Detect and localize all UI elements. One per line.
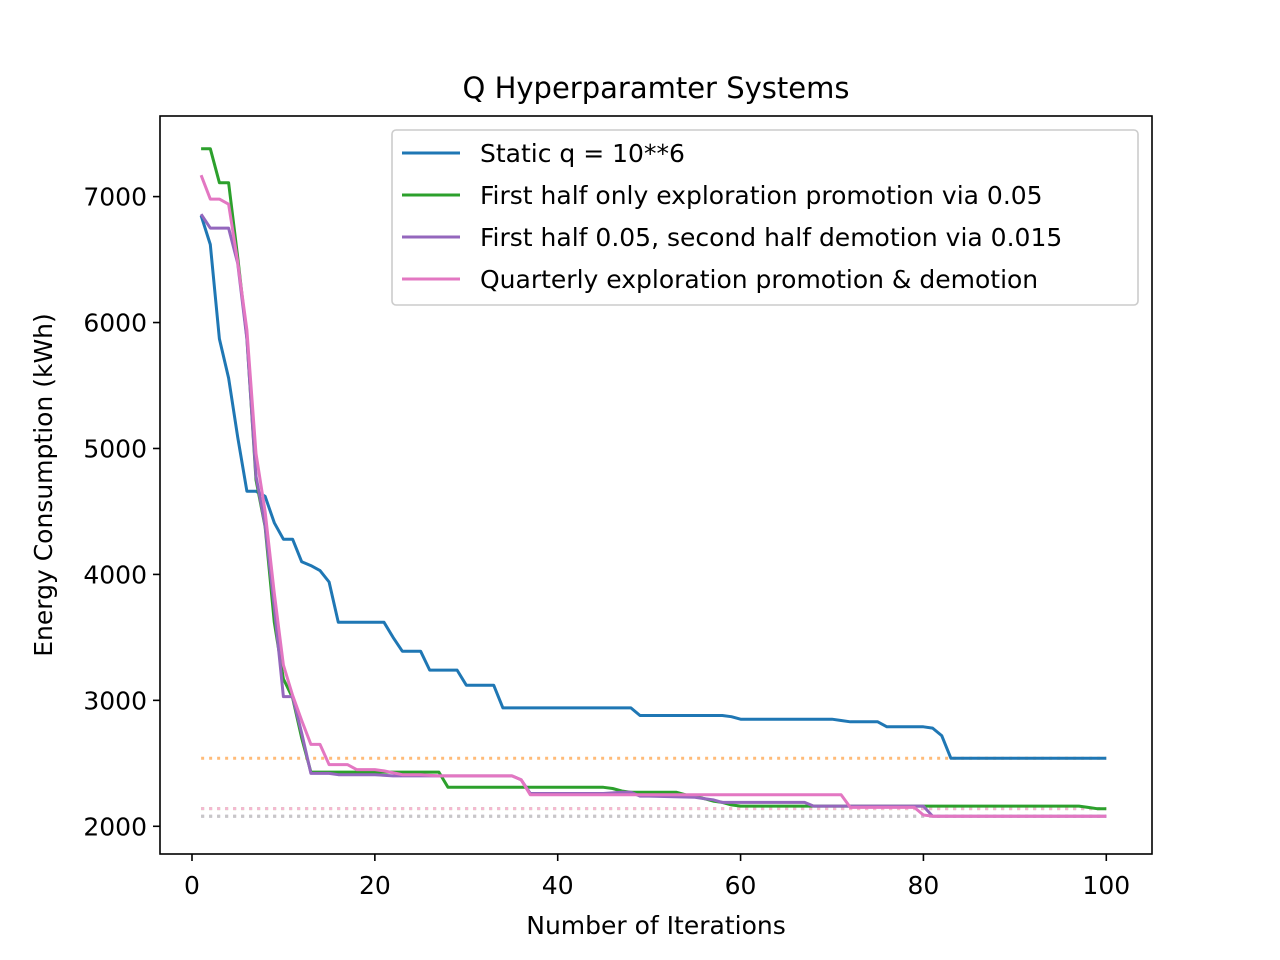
legend-label: First half only exploration promotion vi… — [480, 181, 1043, 210]
legend-box — [391, 129, 1139, 306]
x-tick-label: 40 — [542, 871, 574, 900]
x-axis-ticks: 0 20 40 60 80 100 — [184, 854, 1130, 900]
y-tick-label: 6000 — [83, 309, 147, 338]
y-tick-label: 5000 — [83, 434, 147, 463]
series-line-0 — [199, 215, 1107, 760]
plot-frame — [159, 115, 1153, 855]
y-axis-ticks: 2000 3000 4000 5000 6000 7000 — [83, 183, 160, 841]
legend-label: Quarterly exploration promotion & demoti… — [480, 265, 1038, 294]
x-tick-label: 0 — [184, 871, 200, 900]
series-lines — [199, 147, 1107, 818]
legend-label: First half 0.05, second half demotion vi… — [480, 223, 1062, 252]
chart-title: Q Hyperparamter Systems — [463, 71, 850, 105]
x-tick-label: 100 — [1082, 871, 1130, 900]
y-tick-label: 4000 — [83, 560, 147, 589]
series-line-3 — [199, 174, 1107, 818]
y-tick-label: 3000 — [83, 686, 147, 715]
x-axis-label: Number of Iterations — [526, 911, 786, 940]
legend-items: Static q = 10**6 First half only explorat… — [402, 139, 1062, 294]
y-tick-label: 2000 — [83, 812, 147, 841]
x-tick-label: 60 — [725, 871, 757, 900]
y-axis-label: Energy Consumption (kWh) — [29, 313, 58, 657]
x-tick-label: 20 — [359, 871, 391, 900]
x-tick-label: 80 — [908, 871, 940, 900]
legend: Static q = 10**6 First half only explorat… — [391, 129, 1139, 306]
legend-label: Static q = 10**6 — [480, 139, 685, 168]
y-tick-label: 7000 — [83, 183, 147, 212]
